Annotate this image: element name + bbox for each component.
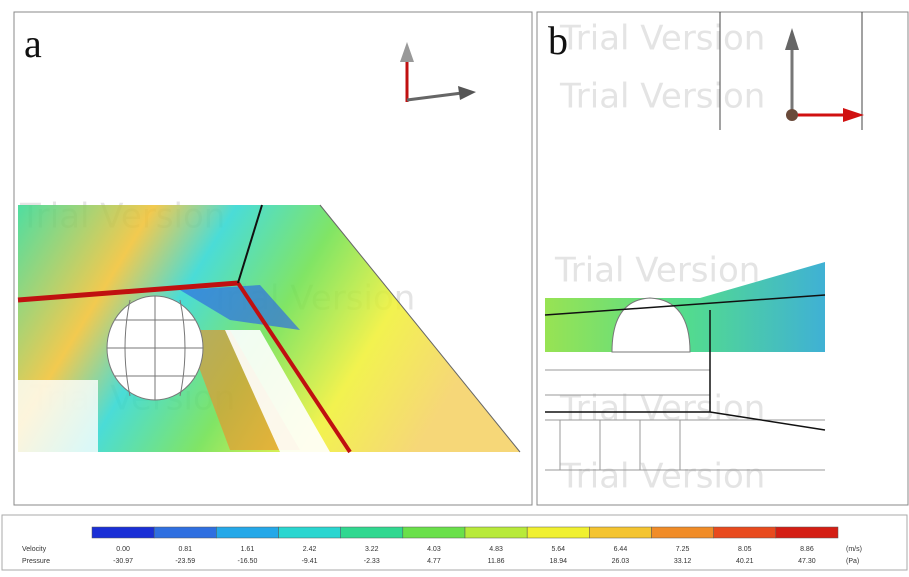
color-swatch (714, 527, 776, 538)
legend-frame (2, 515, 907, 570)
color-swatch (589, 527, 651, 538)
legend-value: 11.86 (488, 558, 505, 565)
legend-value: -9.41 (302, 558, 318, 565)
color-swatch (154, 527, 216, 538)
color-swatch (652, 527, 714, 538)
building (18, 380, 98, 452)
legend-value: -2.33 (364, 558, 380, 565)
legend-value: 4.03 (427, 546, 441, 553)
legend-value: 4.83 (489, 546, 503, 553)
legend-value: -23.59 (175, 558, 195, 565)
watermark: Trial Version (559, 457, 765, 497)
legend-value: 8.05 (738, 546, 752, 553)
legend-value: 4.77 (427, 558, 441, 565)
axis-origin (786, 109, 798, 121)
legend-value: -16.50 (237, 558, 257, 565)
legend-unit: (Pa) (846, 558, 859, 565)
legend-value: 3.22 (365, 546, 379, 553)
legend-value: 47.30 (798, 558, 816, 565)
color-swatch (92, 527, 154, 538)
legend-value: 0.00 (116, 546, 130, 553)
color-swatch (465, 527, 527, 538)
legend-value: 40.21 (736, 558, 754, 565)
legend-row-label: Pressure (22, 558, 50, 565)
color-swatch (341, 527, 403, 538)
color-swatch (403, 527, 465, 538)
legend-row-label: Velocity (22, 546, 47, 553)
watermark: Trial Version (554, 251, 760, 291)
legend-value: -30.97 (113, 558, 133, 565)
color-swatch (279, 527, 341, 538)
legend-value: 2.42 (303, 546, 317, 553)
watermark: Trial Version (559, 19, 765, 59)
legend-value: 26.03 (612, 558, 630, 565)
panel-label: b (548, 18, 568, 63)
legend-value: 0.81 (178, 546, 192, 553)
legend-value: 33.12 (674, 558, 692, 565)
legend-value: 18.94 (549, 558, 567, 565)
legend-value: 8.86 (800, 546, 814, 553)
legend-value: 7.25 (676, 546, 690, 553)
color-swatch (216, 527, 278, 538)
panel-label: a (24, 21, 42, 66)
color-swatch (776, 527, 838, 538)
page: {"panels": [{"label": "a"}, {"label": "b… (0, 0, 909, 572)
legend-value: 1.61 (241, 546, 255, 553)
legend-unit: (m/s) (846, 546, 862, 553)
legend-value: 6.44 (614, 546, 628, 553)
color-swatch (527, 527, 589, 538)
watermark: Trial Version (559, 77, 765, 117)
figure: Trial Version Trial Version Trial Versio… (0, 0, 909, 572)
legend-value: 5.64 (551, 546, 565, 553)
